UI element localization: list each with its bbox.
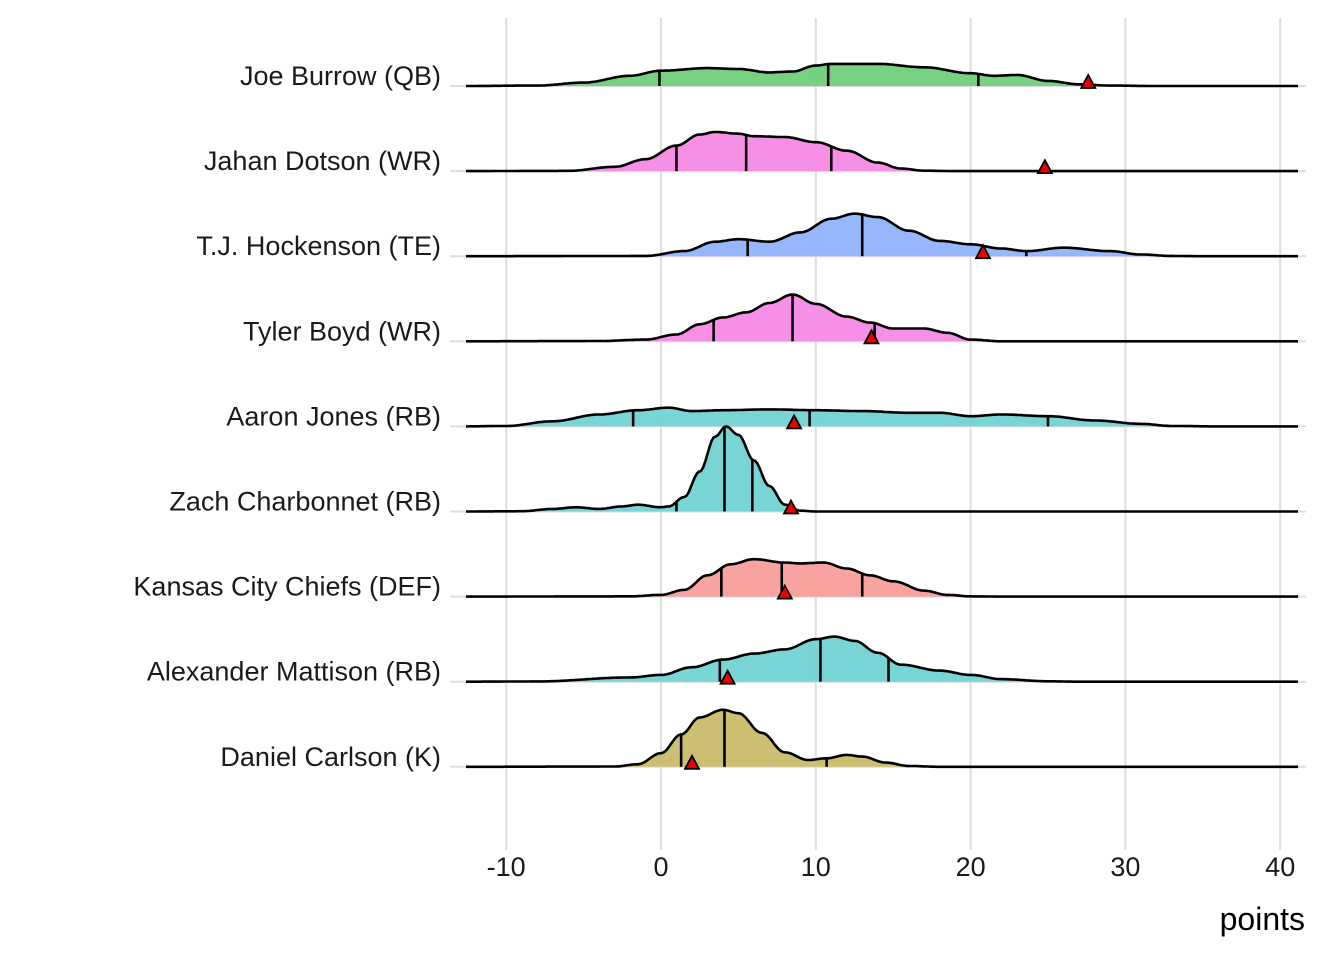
x-tick-label: 20 xyxy=(956,852,986,882)
y-axis-label: T.J. Hockenson (TE) xyxy=(196,231,441,261)
point-marker-triangle xyxy=(862,328,881,345)
y-axis-label: Jahan Dotson (WR) xyxy=(204,146,441,176)
density-fill xyxy=(466,559,1298,597)
point-marker-triangle xyxy=(974,243,992,260)
ridge-zach-charbonnet-rb xyxy=(466,425,1298,515)
density-outline xyxy=(466,708,1298,769)
x-tick-label: 10 xyxy=(801,852,831,882)
y-axis-label: Kansas City Chiefs (DEF) xyxy=(133,572,441,602)
point-marker-triangle xyxy=(683,753,701,770)
density-outline xyxy=(466,406,1298,428)
y-axis-label: Tyler Boyd (WR) xyxy=(243,316,441,346)
x-axis-title: points xyxy=(1220,901,1305,937)
ridge-alexander-mattison-rb xyxy=(466,635,1298,685)
density-outline xyxy=(466,557,1298,598)
y-axis-label: Aaron Jones (RB) xyxy=(226,401,441,431)
density-fill xyxy=(466,407,1298,427)
x-axis-tick-labels: -10 0 10 20 30 40 xyxy=(487,852,1296,882)
y-axis-labels: Joe Burrow (QB) Jahan Dotson (WR) T.J. Hoc… xyxy=(133,61,441,772)
y-axis-label: Zach Charbonnet (RB) xyxy=(169,487,441,517)
ridge-kansas-city-chiefs-def xyxy=(466,557,1298,600)
x-tick-label: 40 xyxy=(1265,852,1295,882)
ridge-t-j-hockenson-te xyxy=(466,212,1298,260)
density-outline xyxy=(466,62,1298,88)
density-outline xyxy=(466,212,1298,258)
density-fill xyxy=(466,63,1298,86)
ridges xyxy=(466,62,1298,770)
ridge-daniel-carlson-k xyxy=(466,708,1298,770)
point-marker-triangle xyxy=(782,498,800,515)
density-outline xyxy=(466,293,1298,343)
density-fill xyxy=(466,636,1298,682)
density-fill xyxy=(466,132,1298,172)
density-fill xyxy=(466,709,1298,767)
density-outline xyxy=(466,425,1298,513)
point-marker-triangle xyxy=(776,583,794,600)
y-axis-label: Joe Burrow (QB) xyxy=(240,61,441,91)
ridge-tyler-boyd-wr xyxy=(466,293,1298,345)
point-marker-triangle xyxy=(1036,158,1054,174)
x-tick-label: 30 xyxy=(1110,852,1140,882)
ridge-joe-burrow-qb xyxy=(466,62,1298,89)
point-marker-triangle xyxy=(719,668,737,685)
x-tick-label: 0 xyxy=(653,852,668,882)
density-fill xyxy=(466,426,1298,512)
ridge-aaron-jones-rb xyxy=(466,406,1298,430)
ridge-jahan-dotson-wr xyxy=(466,130,1298,174)
density-fill xyxy=(466,294,1298,342)
density-outline xyxy=(466,130,1298,173)
x-tick-label: -10 xyxy=(487,852,526,882)
y-axis-label: Alexander Mattison (RB) xyxy=(147,657,441,687)
density-fill xyxy=(466,213,1298,257)
point-marker-triangle xyxy=(1079,73,1097,89)
y-axis-label: Daniel Carlson (K) xyxy=(220,742,441,772)
density-outline xyxy=(466,635,1298,683)
vertical-gridlines xyxy=(505,18,1282,850)
point-marker-triangle xyxy=(785,413,803,430)
